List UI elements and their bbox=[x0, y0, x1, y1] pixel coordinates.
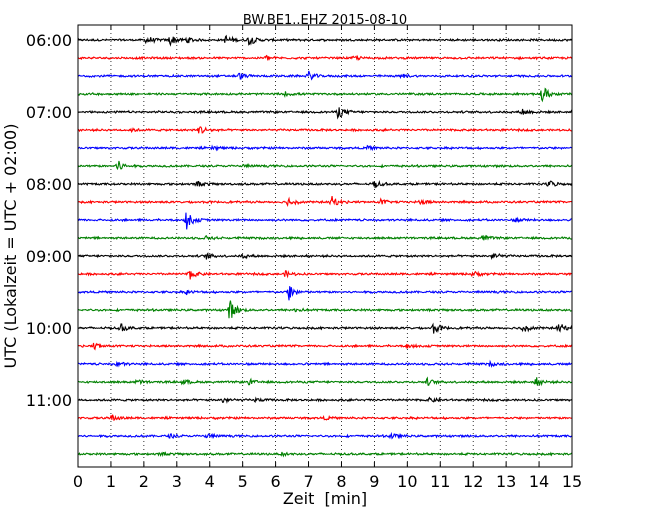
chart-title: BW.BE1..EHZ 2015-08-10 bbox=[243, 13, 407, 28]
trace-line bbox=[77, 107, 573, 120]
y-tick-label: 09:00 bbox=[26, 247, 72, 266]
traces-group bbox=[77, 34, 573, 458]
x-tick-label: 14 bbox=[529, 472, 549, 491]
trace-line bbox=[77, 322, 573, 334]
x-tick-label: 0 bbox=[73, 472, 83, 491]
x-tick-label: 9 bbox=[369, 472, 379, 491]
trace-line bbox=[77, 144, 573, 152]
x-tick-label: 11 bbox=[430, 472, 450, 491]
x-axis-label: Zeit [min] bbox=[283, 489, 367, 508]
trace-line bbox=[77, 376, 573, 387]
trace-line bbox=[77, 70, 573, 81]
y-tick-label: 08:00 bbox=[26, 175, 72, 194]
x-tick-label: 2 bbox=[139, 472, 149, 491]
trace-line bbox=[77, 126, 573, 134]
trace-line bbox=[77, 431, 573, 440]
plot-frame bbox=[77, 24, 573, 468]
x-tick-label: 7 bbox=[303, 472, 313, 491]
x-tick-label: 10 bbox=[397, 472, 417, 491]
trace-line bbox=[77, 212, 573, 230]
x-tick-label: 6 bbox=[271, 472, 281, 491]
trace-line bbox=[77, 396, 573, 404]
x-tick-label: 3 bbox=[172, 472, 182, 491]
trace-line bbox=[77, 179, 573, 189]
trace-line bbox=[77, 414, 573, 422]
y-ticks: 06:00 07:00 08:00 09:00 10:00 11:00 bbox=[26, 31, 572, 410]
y-tick-label: 07:00 bbox=[26, 103, 72, 122]
x-tick-label: 8 bbox=[336, 472, 346, 491]
x-ticks: 0 1 2 3 4 5 6 7 8 9 10 11 12 13 14 15 bbox=[73, 25, 582, 491]
trace-line bbox=[77, 270, 573, 280]
trace-line bbox=[77, 300, 573, 319]
trace-line bbox=[77, 286, 573, 301]
x-tick-label: 1 bbox=[106, 472, 116, 491]
trace-line bbox=[77, 342, 573, 351]
y-axis-label: UTC (Lokalzeit = UTC + 02:00) bbox=[1, 124, 20, 369]
y-tick-label: 06:00 bbox=[26, 31, 72, 50]
x-tick-label: 4 bbox=[205, 472, 215, 491]
trace-line bbox=[77, 34, 573, 47]
x-tick-label: 12 bbox=[463, 472, 483, 491]
trace-line bbox=[77, 252, 573, 261]
trace-line bbox=[77, 196, 573, 207]
trace-line bbox=[77, 234, 573, 241]
trace-line bbox=[77, 359, 573, 369]
trace-line bbox=[77, 87, 573, 103]
x-tick-label: 15 bbox=[562, 472, 582, 491]
y-tick-label: 11:00 bbox=[26, 391, 72, 410]
vertical-grid bbox=[110, 25, 540, 467]
trace-line bbox=[77, 160, 573, 171]
x-tick-label: 13 bbox=[496, 472, 516, 491]
trace-line bbox=[77, 54, 573, 62]
y-tick-label: 10:00 bbox=[26, 319, 72, 338]
trace-line bbox=[77, 451, 573, 458]
x-tick-label: 5 bbox=[238, 472, 248, 491]
